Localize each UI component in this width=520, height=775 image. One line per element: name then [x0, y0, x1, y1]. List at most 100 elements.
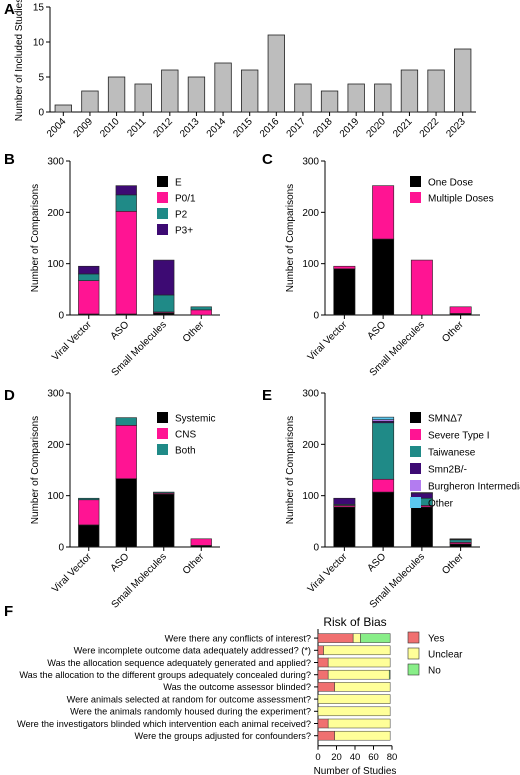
x-tick-label: 2021	[391, 116, 415, 140]
bar-segment	[372, 422, 395, 480]
bar-segment	[360, 633, 391, 643]
x-tick-label: 2016	[258, 116, 282, 140]
legend-label: Burgheron Intermediate	[428, 482, 520, 493]
y-tick-label: 200	[47, 440, 64, 451]
y-axis-label: Number of Comparisons	[30, 416, 41, 524]
y-tick-label: Were there any conflicts of interest?	[165, 633, 311, 643]
bar	[374, 83, 392, 113]
bar-segment	[115, 185, 137, 196]
bar-segment	[153, 493, 175, 548]
legend-label: Smn2B/-	[428, 465, 467, 476]
y-tick-label: 300	[47, 389, 64, 400]
y-tick-label: Were the animals randomly housed during …	[70, 707, 311, 717]
bar-segment	[317, 730, 335, 741]
x-tick-label: ASO	[366, 551, 389, 574]
bar-segment	[372, 416, 395, 420]
bar-segment	[410, 506, 433, 548]
chart-c: 0 100 200 300 Number of Comparisons Viral Vec…	[285, 157, 494, 379]
bar-segment	[334, 730, 391, 741]
x-tick-label: 2022	[418, 116, 442, 140]
x-tick-label: Viral Vector	[306, 319, 350, 363]
bar-segment	[327, 669, 390, 680]
y-tick-label: 5	[38, 73, 44, 84]
y-tick-label: Were incomplete outcome data adequately …	[74, 646, 311, 656]
legend-label: Other	[428, 499, 454, 510]
legend-label: P2	[175, 210, 188, 221]
x-tick-label: 2015	[231, 116, 255, 140]
x-tick-label: Viral Vector	[50, 551, 94, 595]
chart-f: Risk of Bias Were there any conflicts of …	[17, 615, 463, 775]
y-tick-label: 100	[302, 259, 319, 270]
bar-segment	[333, 265, 356, 270]
y-tick-label: 300	[302, 157, 319, 168]
bar	[400, 69, 419, 113]
legend-label: CNS	[175, 430, 196, 441]
bar	[214, 62, 232, 113]
bar-segment	[317, 682, 335, 692]
bar-segment	[449, 543, 472, 548]
legend-swatch	[157, 444, 168, 455]
x-tick-label: 60	[368, 752, 379, 763]
x-tick-label: 2009	[72, 116, 96, 140]
legend-label: One Dose	[428, 178, 473, 189]
bar	[161, 69, 179, 113]
y-tick-label: 300	[302, 389, 319, 400]
x-tick-label: 2019	[338, 116, 362, 140]
legend-swatch	[407, 631, 420, 644]
bar-segment	[153, 491, 175, 494]
legend-swatch	[410, 446, 421, 457]
legend-swatch	[407, 647, 420, 660]
legend-label: Systemic	[175, 414, 216, 425]
legend-label: No	[428, 666, 441, 677]
bar	[107, 76, 126, 113]
y-axis-label: Number of Included Studies	[14, 0, 25, 121]
bar-segment	[333, 497, 356, 505]
x-tick-label: Viral Vector	[50, 319, 94, 363]
bar-segment	[333, 268, 356, 316]
bar-segment	[449, 538, 472, 540]
bar-segment	[327, 718, 391, 729]
x-tick-label: Other	[440, 551, 466, 577]
x-tick-label: 2023	[444, 116, 468, 140]
panel-letter-b: B	[4, 151, 15, 168]
bar	[54, 104, 72, 113]
legend-swatch	[157, 192, 168, 203]
y-axis-label: Number of Comparisons	[30, 184, 41, 292]
bar-segment	[115, 417, 137, 426]
bar-segment	[372, 185, 395, 240]
bar-segment	[317, 669, 329, 680]
panel-letter-c: C	[262, 151, 273, 168]
bar-segment	[115, 478, 137, 548]
panel-letter-e: E	[262, 387, 272, 404]
y-axis-label: Number of Comparisons	[285, 184, 296, 292]
bar-segment	[153, 312, 175, 316]
y-tick-label: Was the allocation to the different grou…	[19, 670, 311, 680]
bar	[427, 69, 445, 113]
panel-letter-a: A	[4, 1, 15, 18]
x-tick-label: 0	[315, 752, 320, 763]
bar	[294, 83, 312, 113]
y-tick-label: 10	[33, 38, 45, 49]
bar	[454, 48, 472, 113]
bar-segment	[190, 309, 212, 316]
bar-segment	[372, 238, 395, 316]
bar-segment	[115, 211, 137, 315]
y-tick-label: Was the outcome assessor blinded?	[163, 682, 311, 692]
y-tick-label: 15	[33, 3, 45, 14]
x-tick-label: ASO	[366, 319, 389, 342]
legend-label: Multiple Doses	[428, 194, 494, 205]
x-tick-label: 2004	[45, 116, 69, 140]
legend-label: P3+	[175, 226, 193, 237]
bar-segment	[317, 633, 354, 643]
bar-segment	[410, 492, 433, 494]
bar-segment	[78, 265, 100, 275]
y-tick-label: Were the groups adjusted for confounders…	[134, 731, 311, 741]
x-tick-label: 20	[331, 752, 342, 763]
bar	[347, 83, 365, 113]
bar-segment	[190, 306, 212, 311]
bar-segment	[78, 280, 100, 315]
x-tick-label: 2012	[151, 116, 175, 140]
x-tick-label: 2020	[364, 116, 388, 140]
bar	[320, 90, 339, 113]
